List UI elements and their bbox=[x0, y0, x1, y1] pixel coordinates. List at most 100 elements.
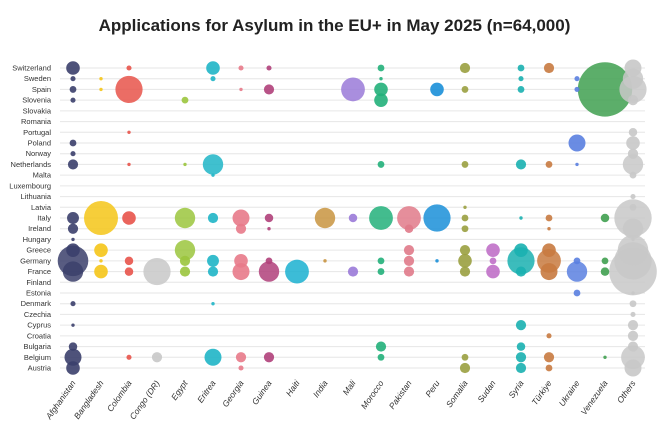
bubble-morocco-slovenia[interactable]: Morocco → Slovenia bbox=[374, 93, 388, 107]
bubble-somalia-france[interactable]: Somalia → France bbox=[459, 266, 471, 277]
bubble-colombia-germany[interactable]: Colombia → Germany bbox=[124, 256, 134, 266]
bubble-others-austria[interactable]: Others → Austria bbox=[624, 359, 642, 377]
bubble-others-greece[interactable]: Others → Greece bbox=[617, 234, 649, 266]
bubble-colombia-italy[interactable]: Colombia → Italy bbox=[122, 211, 136, 225]
bubble-peru-germany[interactable]: Peru → Germany bbox=[435, 259, 439, 263]
bubble-sudan-france[interactable]: Sudan → France bbox=[486, 264, 500, 279]
bubble-others-cyprus[interactable]: Others → Cyprus bbox=[627, 320, 639, 331]
bubble-ukraine-poland[interactable]: Ukraine → Poland bbox=[568, 134, 586, 152]
bubble-guinea-ireland[interactable]: Guinea → Ireland bbox=[267, 227, 271, 231]
bubble-morocco-netherlands[interactable]: Morocco → Netherlands bbox=[377, 161, 385, 168]
bubble-egypt-germany[interactable]: Egypt → Germany bbox=[179, 255, 191, 266]
bubble-ukraine-france[interactable]: Ukraine → France bbox=[566, 261, 588, 282]
bubble-colombia-netherlands[interactable]: Colombia → Netherlands bbox=[127, 162, 131, 167]
bubble-afghanistan-spain[interactable]: Afghanistan → Spain bbox=[69, 86, 77, 93]
bubble-afghanistan-france[interactable]: Afghanistan → France bbox=[62, 261, 84, 282]
bubble-morocco-sweden[interactable]: Morocco → Sweden bbox=[379, 77, 383, 81]
bubble-others-malta[interactable]: Others → Malta bbox=[629, 171, 637, 179]
bubble-syria-italy[interactable]: Syria → Italy bbox=[519, 216, 523, 220]
bubble-syria-greece[interactable]: Syria → Greece bbox=[514, 243, 528, 257]
bubble-afghanistan-netherlands[interactable]: Afghanistan → Netherlands bbox=[67, 159, 79, 170]
bubble-morocco-switzerland[interactable]: Morocco → Switzerland bbox=[377, 64, 385, 72]
bubble-others-portugal[interactable]: Others → Portugal bbox=[628, 128, 638, 137]
bubble-eritrea-sweden[interactable]: Eritrea → Sweden bbox=[210, 76, 216, 82]
bubble-afghanistan-denmark[interactable]: Afghanistan → Denmark bbox=[70, 301, 76, 307]
bubble-afghanistan-hungary[interactable]: Afghanistan → Hungary bbox=[71, 237, 75, 242]
bubble-colombia-portugal[interactable]: Colombia → Portugal bbox=[127, 130, 131, 134]
bubble-guinea-spain[interactable]: Guinea → Spain bbox=[263, 84, 275, 95]
bubble-others-estonia[interactable]: Others → Estonia bbox=[631, 291, 635, 295]
bubble-ukraine-netherlands[interactable]: Ukraine → Netherlands bbox=[575, 162, 579, 167]
bubble-ukraine-spain[interactable]: Ukraine → Spain bbox=[574, 86, 580, 92]
bubble-mali-italy[interactable]: Mali → Italy bbox=[348, 213, 358, 223]
bubble-afghanistan-ireland[interactable]: Afghanistan → Ireland bbox=[67, 223, 79, 234]
bubble-georgia-ireland[interactable]: Georgia → Ireland bbox=[235, 223, 247, 234]
bubble-somalia-greece[interactable]: Somalia → Greece bbox=[459, 245, 471, 256]
bubble-eritrea-italy[interactable]: Eritrea → Italy bbox=[207, 212, 219, 224]
bubble-egypt-greece[interactable]: Egypt → Greece bbox=[174, 239, 196, 261]
bubble-others-latvia[interactable]: Others → Latvia bbox=[629, 203, 637, 211]
bubble-syria-bulgaria[interactable]: Syria → Bulgaria bbox=[516, 342, 526, 351]
bubble-egypt-netherlands[interactable]: Egypt → Netherlands bbox=[183, 162, 187, 167]
bubble-morocco-france[interactable]: Morocco → France bbox=[377, 268, 385, 275]
bubble-venezuela-spain[interactable]: Venezuela → Spain bbox=[577, 62, 633, 117]
bubble-georgia-italy[interactable]: Georgia → Italy bbox=[232, 209, 250, 227]
bubble-afghanistan-norway[interactable]: Afghanistan → Norway bbox=[70, 151, 76, 157]
bubble-eritrea-netherlands[interactable]: Eritrea → Netherlands bbox=[202, 154, 224, 175]
bubble-turkiye-italy[interactable]: Türkiye → Italy bbox=[545, 214, 553, 222]
bubble-india-italy[interactable]: India → Italy bbox=[314, 207, 336, 229]
bubble-bangladesh-spain[interactable]: Bangladesh → Spain bbox=[99, 87, 103, 92]
bubble-turkiye-ireland[interactable]: Türkiye → Ireland bbox=[547, 227, 551, 231]
bubble-sudan-germany[interactable]: Sudan → Germany bbox=[489, 257, 497, 265]
bubble-bangladesh-italy[interactable]: Bangladesh → Italy bbox=[84, 201, 118, 235]
bubble-georgia-austria[interactable]: Georgia → Austria bbox=[238, 365, 244, 371]
bubble-others-ireland[interactable]: Others → Ireland bbox=[622, 218, 644, 239]
bubble-bangladesh-greece[interactable]: Bangladesh → Greece bbox=[94, 243, 108, 257]
bubble-eritrea-denmark[interactable]: Eritrea → Denmark bbox=[211, 302, 215, 306]
bubble-guinea-belgium[interactable]: Guinea → Belgium bbox=[263, 352, 275, 363]
bubble-morocco-italy[interactable]: Morocco → Italy bbox=[369, 206, 393, 230]
bubble-turkiye-belgium[interactable]: Türkiye → Belgium bbox=[543, 352, 555, 363]
bubble-afghanistan-poland[interactable]: Afghanistan → Poland bbox=[69, 139, 77, 147]
bubble-turkiye-greece[interactable]: Türkiye → Greece bbox=[542, 243, 556, 257]
bubble-ukraine-estonia[interactable]: Ukraine → Estonia bbox=[573, 289, 581, 297]
bubble-syria-netherlands[interactable]: Syria → Netherlands bbox=[515, 159, 527, 170]
bubble-syria-belgium[interactable]: Syria → Belgium bbox=[515, 352, 527, 363]
bubble-morocco-spain[interactable]: Morocco → Spain bbox=[374, 82, 388, 97]
bubble-venezuela-germany[interactable]: Venezuela → Germany bbox=[601, 257, 609, 265]
bubble-georgia-spain[interactable]: Georgia → Spain bbox=[239, 87, 243, 92]
bubble-colombia-spain[interactable]: Colombia → Spain bbox=[115, 75, 143, 104]
bubble-venezuela-belgium[interactable]: Venezuela → Belgium bbox=[603, 355, 607, 359]
bubble-sudan-greece[interactable]: Sudan → Greece bbox=[486, 243, 500, 257]
bubble-ukraine-germany[interactable]: Ukraine → Germany bbox=[573, 257, 581, 265]
bubble-somalia-germany[interactable]: Somalia → Germany bbox=[458, 254, 472, 268]
bubble-colombia-switzerland[interactable]: Colombia → Switzerland bbox=[126, 65, 132, 71]
bubble-colombia-france[interactable]: Colombia → France bbox=[124, 267, 134, 276]
bubble-congo-dr-belgium[interactable]: Congo (DR) → Belgium bbox=[151, 352, 163, 363]
bubble-ukraine-sweden[interactable]: Ukraine → Sweden bbox=[574, 76, 580, 82]
bubble-morocco-bulgaria[interactable]: Morocco → Bulgaria bbox=[375, 341, 387, 352]
bubble-afghanistan-sweden[interactable]: Afghanistan → Sweden bbox=[70, 76, 76, 82]
bubble-colombia-belgium[interactable]: Colombia → Belgium bbox=[126, 354, 132, 360]
bubble-somalia-switzerland[interactable]: Somalia → Switzerland bbox=[459, 62, 471, 74]
bubble-peru-italy[interactable]: Peru → Italy bbox=[423, 204, 451, 232]
bubble-afghanistan-bulgaria[interactable]: Afghanistan → Bulgaria bbox=[68, 342, 78, 351]
bubble-eritrea-france[interactable]: Eritrea → France bbox=[207, 266, 219, 277]
bubble-eritrea-belgium[interactable]: Eritrea → Belgium bbox=[204, 348, 222, 366]
bubble-pakistan-italy[interactable]: Pakistan → Italy bbox=[397, 206, 421, 230]
bubble-afghanistan-austria[interactable]: Afghanistan → Austria bbox=[66, 361, 80, 375]
bubble-bangladesh-sweden[interactable]: Bangladesh → Sweden bbox=[99, 77, 103, 81]
bubble-guinea-switzerland[interactable]: Guinea → Switzerland bbox=[266, 65, 272, 71]
bubble-somalia-austria[interactable]: Somalia → Austria bbox=[459, 362, 471, 374]
bubble-somalia-netherlands[interactable]: Somalia → Netherlands bbox=[461, 161, 469, 168]
bubble-eritrea-germany[interactable]: Eritrea → Germany bbox=[207, 254, 219, 267]
bubble-eritrea-switzerland[interactable]: Eritrea → Switzerland bbox=[206, 61, 220, 75]
bubble-venezuela-italy[interactable]: Venezuela → Italy bbox=[600, 213, 610, 223]
bubble-others-norway[interactable]: Others → Norway bbox=[627, 148, 639, 159]
bubble-afghanistan-greece[interactable]: Afghanistan → Greece bbox=[66, 243, 80, 257]
bubble-turkiye-croatia[interactable]: Türkiye → Croatia bbox=[546, 333, 552, 339]
bubble-syria-spain[interactable]: Syria → Spain bbox=[517, 86, 525, 93]
bubble-india-germany[interactable]: India → Germany bbox=[323, 259, 327, 263]
bubble-mali-france[interactable]: Mali → France bbox=[347, 266, 359, 277]
bubble-georgia-france[interactable]: Georgia → France bbox=[232, 263, 250, 281]
